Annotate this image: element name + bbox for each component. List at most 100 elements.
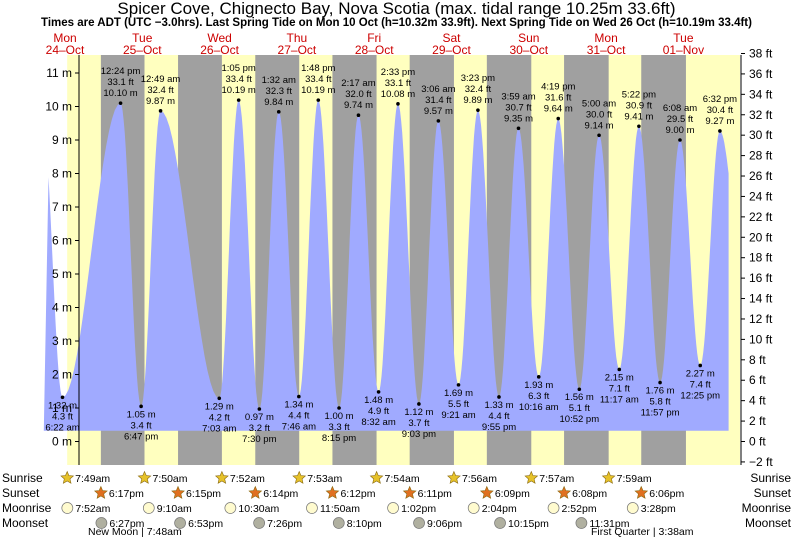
- sunset-time: 6:09pm: [495, 488, 530, 500]
- tide-time-label: 11:17 am: [600, 394, 639, 405]
- tide-point: [376, 390, 381, 394]
- y-tick-label-m: 2 m: [52, 368, 72, 382]
- moonrise-time: 2:52pm: [562, 503, 597, 515]
- tide-feet-label: 29.5 ft: [667, 114, 694, 125]
- moonset-time: 11:31pm: [589, 518, 629, 530]
- chart-subtitle: Times are ADT (UTC −3.0hrs). Last Spring…: [41, 17, 752, 29]
- tide-metre-label: 1.48 m: [364, 395, 393, 406]
- moonrise-icon: [142, 502, 155, 514]
- tide-feet-label: 32.4 ft: [147, 85, 174, 96]
- moonrise-time: 1:02pm: [401, 503, 436, 515]
- tide-time-label: 7:30 pm: [242, 434, 276, 445]
- tide-curve: [43, 100, 729, 431]
- y-tick-label-m: 11 m: [46, 66, 72, 80]
- moonrise-icon: [387, 502, 399, 514]
- sunrise-time: 7:59am: [617, 473, 652, 485]
- tide-feet-label: 5.5 ft: [448, 399, 469, 410]
- tide-feet-label: 3.2 ft: [249, 423, 270, 434]
- tide-point: [536, 375, 541, 379]
- tide-point: [678, 138, 682, 142]
- y-tick-label-m: 10 m: [45, 100, 72, 114]
- y-tick-label-ft: 8 ft: [749, 353, 766, 367]
- tide-metre-label: 9.84 m: [264, 97, 293, 108]
- tide-metre-label: 9.57 m: [424, 106, 453, 117]
- tide-point: [158, 109, 163, 113]
- tide-time-label: 6:32 pm: [703, 94, 737, 105]
- tide-point: [597, 133, 601, 138]
- moonrise-time: 3:28pm: [641, 503, 676, 515]
- day-name-label: Wed: [207, 31, 231, 45]
- tide-feet-label: 31.4 ft: [425, 95, 452, 106]
- sunset-icon: [402, 485, 417, 499]
- y-tick-label-ft: 34 ft: [749, 87, 773, 101]
- tide-time-label: 1:05 pm: [222, 63, 256, 74]
- tide-feet-label: 7.1 ft: [609, 383, 630, 394]
- moonset-time: 6:53pm: [188, 518, 223, 530]
- tide-time-label: 2:33 pm: [381, 67, 415, 78]
- tide-time-label: 9:55 pm: [482, 422, 516, 433]
- y-tick-label-ft: 22 ft: [749, 210, 773, 224]
- tide-point: [257, 407, 262, 411]
- tide-metre-label: 1.29 m: [205, 401, 234, 412]
- sunrise-icon: [601, 470, 616, 484]
- sunset-icon: [325, 485, 340, 499]
- day-name-label: Tue: [132, 31, 153, 45]
- tide-feet-label: 30.0 ft: [586, 109, 613, 120]
- day-date-label: 30–Oct: [509, 43, 548, 57]
- tide-point: [236, 98, 241, 102]
- moonset-icon: [413, 517, 425, 529]
- sunrise-time: 7:50am: [153, 473, 188, 485]
- sunset-time: 6:08pm: [572, 488, 607, 500]
- moonrise-time: 11:50am: [320, 503, 360, 515]
- y-tick-label-ft: 36 ft: [749, 67, 773, 81]
- moonrise-time: 10:30am: [238, 503, 279, 515]
- tide-time-label: 5:22 pm: [622, 89, 656, 100]
- sunset-time: 6:14pm: [263, 488, 298, 500]
- tide-time-label: 6:22 am: [45, 422, 79, 433]
- tide-feet-label: 5.1 ft: [569, 403, 590, 414]
- tide-point: [337, 406, 341, 410]
- moonset-time: 9:06pm: [427, 518, 462, 530]
- tide-metre-label: 1.93 m: [524, 380, 553, 391]
- tide-feet-label: 33.1 ft: [385, 78, 412, 89]
- moonset-icon: [494, 517, 506, 529]
- tide-time-label: 9:21 am: [441, 410, 475, 421]
- tide-time-label: 6:47 pm: [124, 431, 158, 442]
- tide-point: [556, 116, 561, 121]
- sunrise-time: 7:52am: [230, 473, 265, 485]
- tide-point: [356, 113, 361, 118]
- tide-time-label: 12:25 pm: [680, 390, 720, 401]
- moonrise-icon: [626, 502, 639, 514]
- sunset-icon: [557, 485, 572, 499]
- day-date-label: 25–Oct: [123, 43, 162, 57]
- tide-metre-label: 0.97 m: [245, 412, 274, 423]
- tide-feet-label: 7.4 ft: [690, 379, 711, 390]
- day-headers: Mon24–OctTue25–OctWed26–OctThu27–OctFri2…: [46, 31, 704, 57]
- day-date-label: 26–Oct: [200, 43, 239, 57]
- moonrise-row-label: Moonrise: [2, 501, 52, 515]
- new-moon-label: New Moon | 7:48am: [88, 526, 182, 538]
- tide-feet-label: 33.4 ft: [305, 74, 332, 85]
- tide-point: [456, 383, 461, 387]
- tide-metre-label: 9.87 m: [146, 96, 175, 107]
- sunset-icon: [171, 485, 185, 499]
- y-tick-label-ft: 32 ft: [749, 108, 773, 122]
- tide-time-label: 1:48 pm: [301, 63, 335, 74]
- tide-time-label: 10:16 am: [519, 402, 559, 413]
- tide-feet-label: 33.4 ft: [225, 74, 252, 85]
- first-quarter-label: First Quarter | 3:38am: [591, 526, 694, 538]
- day-name-label: Fri: [367, 31, 381, 45]
- tide-time-label: 5:00 am: [582, 98, 616, 109]
- tide-point: [436, 119, 441, 123]
- sunrise-icon: [137, 470, 152, 484]
- moonset-time: 10:15pm: [508, 518, 549, 530]
- tide-feet-label: 4.3 ft: [52, 411, 73, 422]
- tide-point: [118, 101, 123, 105]
- tide-metre-label: 9.14 m: [585, 120, 614, 131]
- sunrise-time: 7:57am: [539, 473, 574, 485]
- day-date-label: 27–Oct: [278, 43, 317, 57]
- tide-point: [276, 110, 281, 114]
- tide-feet-label: 4.4 ft: [288, 411, 309, 422]
- tide-feet-label: 32.4 ft: [465, 84, 492, 95]
- moonset-row-label-right: Moonset: [745, 516, 792, 530]
